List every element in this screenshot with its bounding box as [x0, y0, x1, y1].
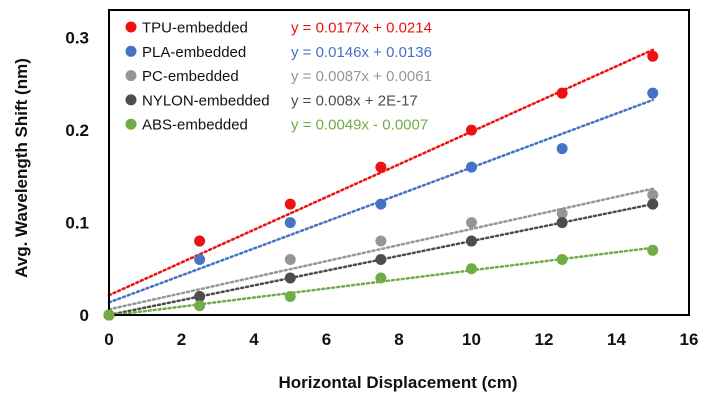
legend-marker-pla-embedded	[126, 46, 137, 57]
y-tick-label: 0.1	[65, 214, 89, 233]
data-point-abs-embedded	[647, 245, 658, 256]
x-tick-label: 12	[535, 330, 554, 349]
x-axis-title: Horizontal Displacement (cm)	[279, 373, 518, 392]
data-point-abs-embedded	[375, 273, 386, 284]
legend-marker-tpu-embedded	[126, 22, 137, 33]
legend-label-nylon-embedded: NYLON-embedded	[142, 92, 270, 109]
trendline-equation-abs-embedded: y = 0.0049x - 0.0007	[291, 117, 428, 134]
data-point-pla-embedded	[466, 162, 477, 173]
y-axis-title: Avg. Wavelength Shift (nm)	[12, 58, 31, 278]
data-point-pla-embedded	[285, 217, 296, 228]
data-point-nylon-embedded	[647, 199, 658, 210]
x-tick-label: 10	[462, 330, 481, 349]
trendline-equation-tpu-embedded: y = 0.0177x + 0.0214	[291, 20, 432, 37]
legend-label-abs-embedded: ABS-embedded	[142, 117, 248, 134]
legend-label-tpu-embedded: TPU-embedded	[142, 20, 248, 37]
x-tick-label: 16	[680, 330, 699, 349]
trendline-equation-pla-embedded: y = 0.0146x + 0.0136	[291, 44, 432, 61]
data-point-tpu-embedded	[557, 88, 568, 99]
x-tick-label: 8	[394, 330, 403, 349]
data-point-pc-embedded	[375, 236, 386, 247]
data-point-nylon-embedded	[375, 254, 386, 265]
x-tick-label: 2	[177, 330, 186, 349]
trendline-equation-pc-embedded: y = 0.0087x + 0.0061	[291, 68, 432, 85]
data-point-tpu-embedded	[285, 199, 296, 210]
x-tick-label: 0	[104, 330, 113, 349]
trendline-equation-nylon-embedded: y = 0.008x + 2E-17	[291, 92, 418, 109]
y-tick-label: 0	[80, 306, 89, 325]
legend-label-pla-embedded: PLA-embedded	[142, 44, 246, 61]
legend-label-pc-embedded: PC-embedded	[142, 68, 239, 85]
y-tick-label: 0.3	[65, 29, 89, 48]
data-point-tpu-embedded	[466, 125, 477, 136]
data-point-abs-embedded	[104, 310, 115, 321]
x-tick-label: 4	[249, 330, 259, 349]
legend-marker-nylon-embedded	[126, 94, 137, 105]
data-point-pc-embedded	[466, 217, 477, 228]
data-point-tpu-embedded	[194, 236, 205, 247]
data-point-pc-embedded	[285, 254, 296, 265]
data-point-abs-embedded	[194, 300, 205, 311]
data-point-abs-embedded	[557, 254, 568, 265]
y-tick-label: 0.2	[65, 121, 89, 140]
data-point-nylon-embedded	[285, 273, 296, 284]
x-tick-label: 14	[607, 330, 626, 349]
data-point-pla-embedded	[194, 254, 205, 265]
data-point-tpu-embedded	[647, 51, 658, 62]
x-tick-label: 6	[322, 330, 331, 349]
legend-marker-abs-embedded	[126, 119, 137, 130]
data-point-pla-embedded	[375, 199, 386, 210]
data-point-tpu-embedded	[375, 162, 386, 173]
data-point-abs-embedded	[466, 263, 477, 274]
legend-marker-pc-embedded	[126, 70, 137, 81]
data-point-pla-embedded	[647, 88, 658, 99]
data-point-nylon-embedded	[466, 236, 477, 247]
data-point-pla-embedded	[557, 143, 568, 154]
data-point-nylon-embedded	[557, 217, 568, 228]
data-point-abs-embedded	[285, 291, 296, 302]
